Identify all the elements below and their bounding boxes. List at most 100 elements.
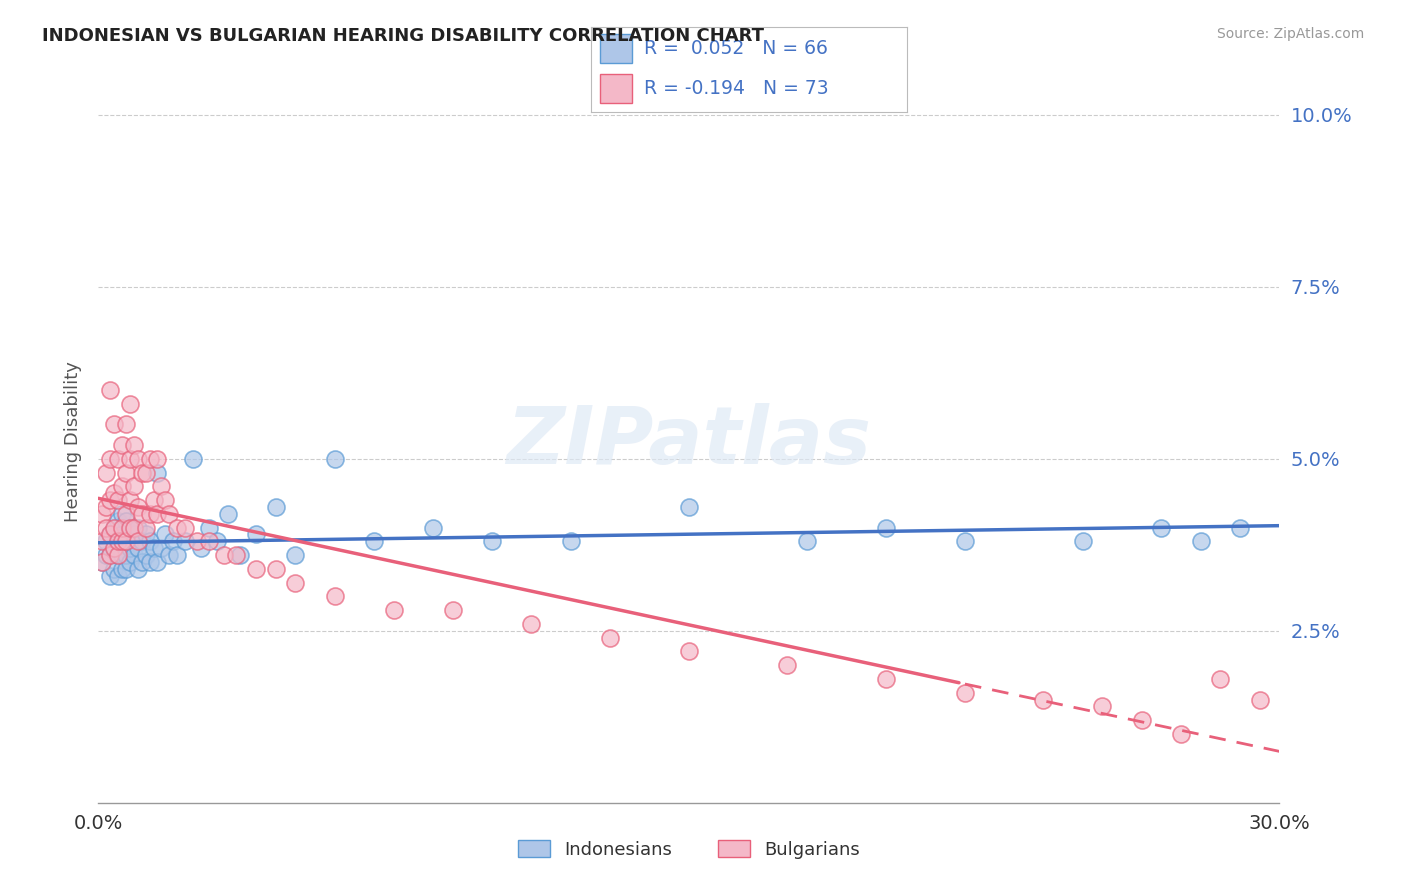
- Point: [174, 520, 197, 534]
- Point: [111, 548, 134, 562]
- Point: [115, 466, 138, 480]
- Point: [1249, 692, 1271, 706]
- Point: [197, 520, 219, 534]
- Point: [441, 603, 464, 617]
- Point: [111, 479, 134, 493]
- Point: [174, 534, 197, 549]
- Point: [115, 534, 138, 549]
- Point: [103, 541, 125, 556]
- Point: [155, 493, 177, 508]
- Point: [115, 417, 138, 432]
- Point: [107, 534, 129, 549]
- Point: [111, 527, 134, 541]
- Point: [111, 507, 134, 521]
- Point: [107, 548, 129, 562]
- Text: R = -0.194   N = 73: R = -0.194 N = 73: [644, 79, 830, 98]
- Point: [103, 520, 125, 534]
- Point: [142, 493, 165, 508]
- Point: [382, 603, 405, 617]
- Bar: [600, 74, 631, 103]
- Point: [245, 527, 267, 541]
- Point: [229, 548, 252, 562]
- Point: [264, 500, 287, 514]
- Point: [157, 548, 180, 562]
- Point: [96, 534, 118, 549]
- Point: [103, 417, 125, 432]
- Point: [127, 534, 149, 549]
- Point: [146, 507, 169, 521]
- Point: [98, 383, 121, 397]
- Point: [91, 507, 114, 521]
- Point: [98, 451, 121, 466]
- Point: [142, 541, 165, 556]
- Point: [560, 534, 582, 549]
- Point: [131, 466, 153, 480]
- Point: [138, 555, 160, 569]
- Point: [103, 562, 125, 576]
- Point: [197, 534, 219, 549]
- Point: [131, 507, 153, 521]
- Point: [127, 562, 149, 576]
- Point: [1071, 534, 1094, 549]
- Bar: [600, 35, 631, 63]
- Point: [520, 616, 543, 631]
- Point: [131, 534, 153, 549]
- Point: [91, 555, 114, 569]
- Point: [284, 548, 307, 562]
- Point: [323, 590, 346, 604]
- Point: [118, 493, 141, 508]
- Point: [953, 686, 976, 700]
- Point: [135, 527, 157, 541]
- Point: [1170, 727, 1192, 741]
- Point: [122, 527, 145, 541]
- Point: [150, 479, 173, 493]
- Text: ZIPatlas: ZIPatlas: [506, 402, 872, 481]
- Point: [91, 555, 114, 569]
- Point: [115, 534, 138, 549]
- Point: [599, 631, 621, 645]
- Point: [796, 534, 818, 549]
- Point: [111, 438, 134, 452]
- Point: [127, 451, 149, 466]
- Point: [323, 451, 346, 466]
- Point: [157, 507, 180, 521]
- Point: [98, 493, 121, 508]
- Point: [166, 548, 188, 562]
- Point: [98, 527, 121, 541]
- Point: [678, 500, 700, 514]
- Point: [422, 520, 444, 534]
- Point: [115, 562, 138, 576]
- Point: [135, 548, 157, 562]
- Point: [115, 507, 138, 521]
- Point: [1229, 520, 1251, 534]
- Point: [138, 451, 160, 466]
- Point: [150, 541, 173, 556]
- Point: [103, 486, 125, 500]
- Point: [115, 548, 138, 562]
- Point: [363, 534, 385, 549]
- Point: [186, 534, 208, 549]
- Point: [190, 541, 212, 556]
- Point: [1032, 692, 1054, 706]
- Point: [122, 520, 145, 534]
- Text: INDONESIAN VS BULGARIAN HEARING DISABILITY CORRELATION CHART: INDONESIAN VS BULGARIAN HEARING DISABILI…: [42, 27, 765, 45]
- Point: [98, 527, 121, 541]
- Point: [146, 466, 169, 480]
- Point: [131, 555, 153, 569]
- Point: [96, 548, 118, 562]
- Point: [98, 548, 121, 562]
- Text: Source: ZipAtlas.com: Source: ZipAtlas.com: [1216, 27, 1364, 41]
- Point: [284, 575, 307, 590]
- Point: [205, 534, 228, 549]
- Point: [155, 527, 177, 541]
- Point: [146, 555, 169, 569]
- Point: [264, 562, 287, 576]
- Point: [245, 562, 267, 576]
- Point: [111, 534, 134, 549]
- Point: [118, 520, 141, 534]
- Point: [98, 568, 121, 582]
- Point: [146, 451, 169, 466]
- Point: [103, 520, 125, 534]
- Point: [107, 568, 129, 582]
- Point: [107, 514, 129, 528]
